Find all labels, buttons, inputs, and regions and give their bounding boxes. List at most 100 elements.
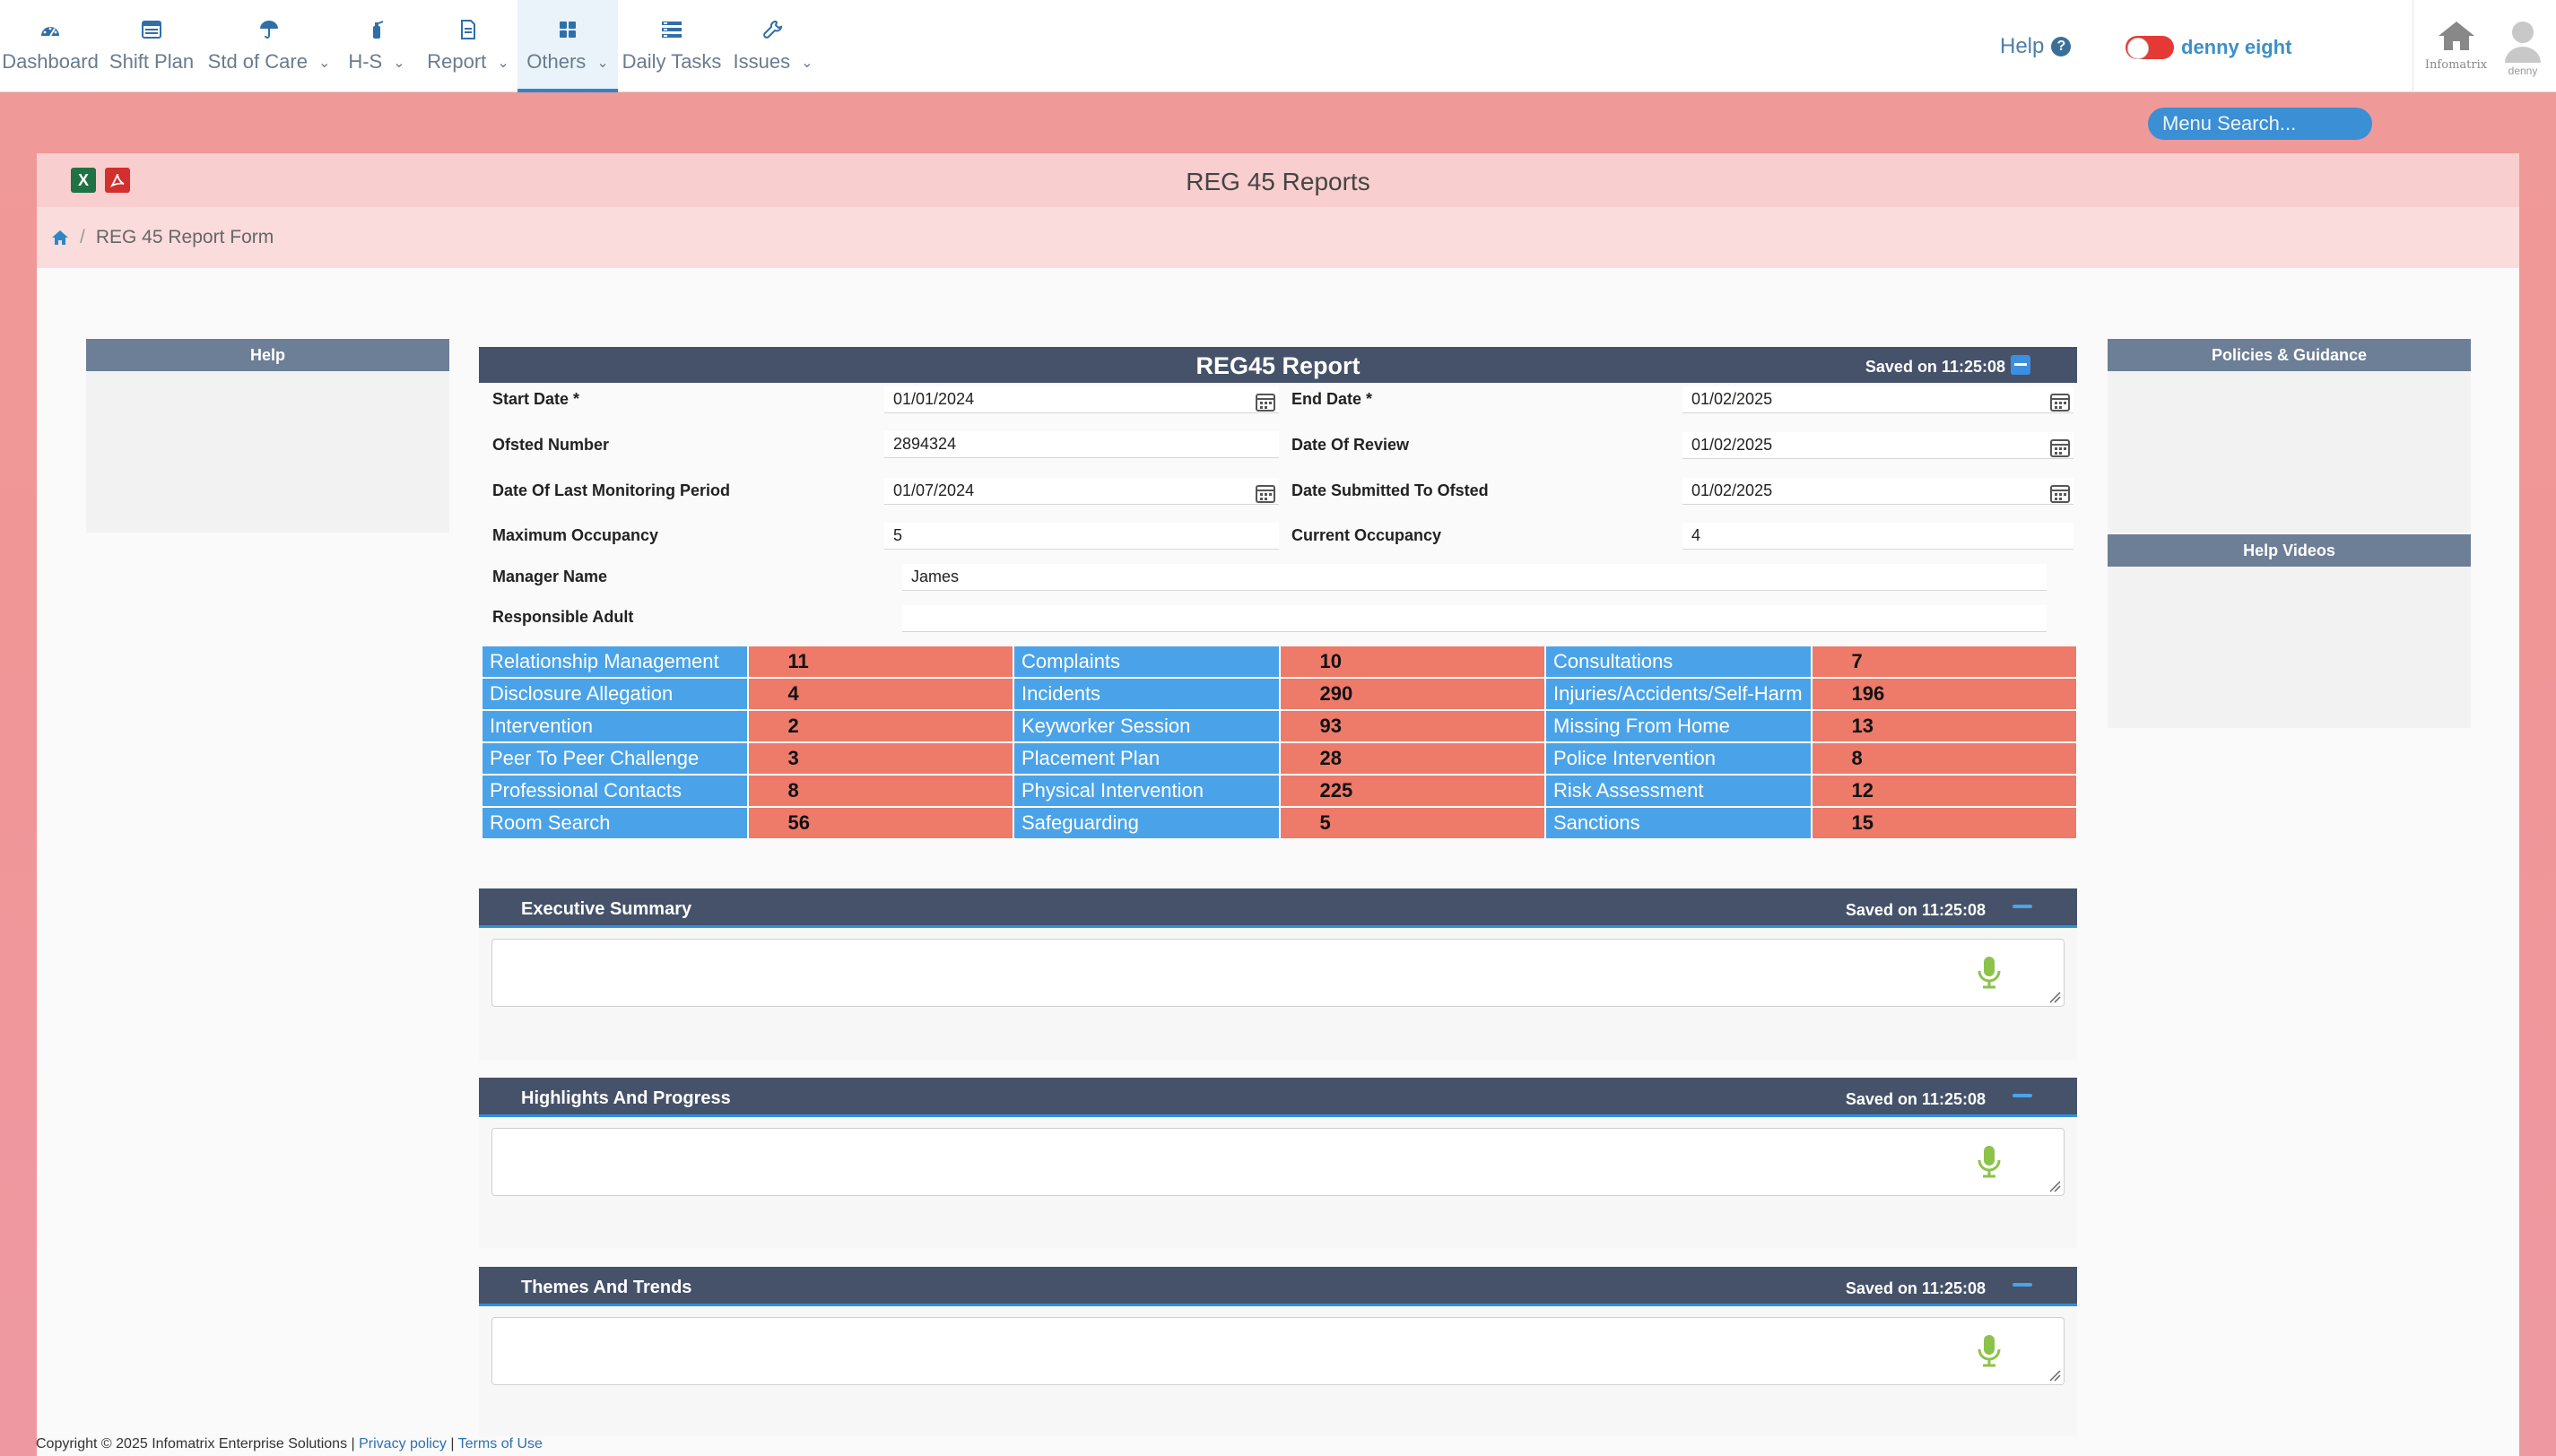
calendar-icon[interactable] bbox=[1256, 392, 1275, 412]
stat-value: 93 bbox=[1279, 710, 1545, 742]
submitted-to-ofsted-label: Date Submitted To Ofsted bbox=[1291, 481, 1489, 499]
menu-search-input[interactable] bbox=[2162, 112, 2421, 135]
user-status-toggle[interactable] bbox=[2126, 36, 2174, 59]
excel-export-icon[interactable]: X bbox=[71, 168, 96, 193]
stat-label: Intervention bbox=[482, 710, 748, 742]
microphone-icon[interactable] bbox=[1978, 956, 2001, 990]
nav-std-of-care[interactable]: Std of Care ⌄ bbox=[208, 0, 330, 92]
microphone-icon[interactable] bbox=[1978, 1334, 2001, 1368]
start-date-value: 01/01/2024 bbox=[893, 390, 975, 408]
stat-label: Police Intervention bbox=[1545, 742, 1812, 775]
saved-status: Saved on 11:25:08 bbox=[1845, 1279, 1986, 1297]
help-link[interactable]: Help ? bbox=[2000, 34, 2072, 59]
nav-dashboard[interactable]: Dashboard bbox=[2, 0, 99, 92]
themes-trends-textarea[interactable] bbox=[492, 1318, 2064, 1384]
executive-summary-textarea[interactable] bbox=[492, 940, 2064, 1006]
collapse-button[interactable] bbox=[2013, 1283, 2032, 1287]
stat-label: Peer To Peer Challenge bbox=[482, 742, 748, 775]
brand-label: Infomatrix bbox=[2424, 58, 2488, 72]
tasks-list-icon bbox=[661, 18, 682, 41]
themes-trends-header: Themes And Trends Saved on 11:25:08 bbox=[479, 1267, 2077, 1306]
nav-daily-tasks[interactable]: Daily Tasks bbox=[622, 0, 721, 92]
stat-label: Sanctions bbox=[1545, 807, 1812, 839]
date-of-review-value: 01/02/2025 bbox=[1691, 436, 1773, 454]
stat-label: Keyworker Session bbox=[1013, 710, 1280, 742]
infomatrix-home-link[interactable]: Infomatrix bbox=[2413, 0, 2499, 92]
start-date-label: Start Date * bbox=[492, 390, 580, 408]
stat-value: 28 bbox=[1279, 742, 1545, 775]
calendar-icon[interactable] bbox=[2050, 392, 2070, 412]
stat-value: 15 bbox=[1811, 807, 2077, 839]
current-occupancy-field[interactable]: 4 bbox=[1682, 523, 2073, 550]
nav-std-of-care-label: Std of Care bbox=[207, 50, 308, 73]
manager-name-field[interactable]: James bbox=[902, 564, 2047, 591]
stat-value: 290 bbox=[1279, 678, 1545, 710]
responsible-adult-field[interactable] bbox=[902, 605, 2047, 632]
user-name[interactable]: denny eight bbox=[2181, 36, 2292, 58]
current-occupancy-label: Current Occupancy bbox=[1291, 526, 1442, 544]
highlights-progress-body bbox=[479, 1117, 2077, 1248]
calendar-icon[interactable] bbox=[2050, 483, 2070, 503]
calendar-icon[interactable] bbox=[1256, 483, 1275, 503]
last-monitoring-value: 01/07/2024 bbox=[893, 481, 975, 499]
manager-name-label: Manager Name bbox=[492, 568, 608, 585]
collapse-button[interactable] bbox=[2013, 1094, 2032, 1097]
stat-label: Missing From Home bbox=[1545, 710, 1812, 742]
terms-of-use-link[interactable]: Terms of Use bbox=[457, 1436, 543, 1452]
collapse-button[interactable] bbox=[2013, 905, 2032, 908]
stat-value: 225 bbox=[1279, 775, 1545, 807]
resize-grip-icon[interactable] bbox=[2048, 1180, 2061, 1192]
nav-report[interactable]: Report ⌄ bbox=[423, 0, 513, 92]
stat-value: 7 bbox=[1811, 646, 2077, 678]
ofsted-number-field[interactable]: 2894324 bbox=[884, 431, 1279, 458]
chevron-down-icon: ⌄ bbox=[393, 56, 405, 71]
microphone-icon[interactable] bbox=[1978, 1145, 2001, 1179]
nav-issues[interactable]: Issues ⌄ bbox=[730, 0, 816, 92]
start-date-field[interactable]: 01/01/2024 bbox=[884, 386, 1279, 413]
card-header: X REG 45 Reports bbox=[37, 153, 2519, 207]
stat-label: Disclosure Allegation bbox=[482, 678, 748, 710]
stat-label: Incidents bbox=[1013, 678, 1280, 710]
stat-value: 8 bbox=[747, 775, 1013, 807]
resize-grip-icon[interactable] bbox=[2048, 991, 2061, 1003]
max-occupancy-field[interactable]: 5 bbox=[884, 523, 1279, 550]
footer: Copyright © 2025 Infomatrix Enterprise S… bbox=[36, 1436, 543, 1452]
end-date-field[interactable]: 01/02/2025 bbox=[1682, 386, 2073, 413]
collapse-button[interactable] bbox=[2011, 355, 2030, 375]
avatar[interactable]: denny bbox=[2502, 20, 2543, 77]
stat-label: Injuries/Accidents/Self-Harm bbox=[1545, 678, 1812, 710]
stat-label: Placement Plan bbox=[1013, 742, 1280, 775]
home-icon[interactable] bbox=[51, 230, 69, 246]
last-monitoring-field[interactable]: 01/07/2024 bbox=[884, 478, 1279, 505]
resize-grip-icon[interactable] bbox=[2048, 1369, 2061, 1382]
nav-others[interactable]: Others ⌄ bbox=[517, 0, 618, 92]
chevron-down-icon: ⌄ bbox=[317, 56, 331, 71]
highlights-progress-textarea[interactable] bbox=[492, 1129, 2064, 1195]
stat-label: Risk Assessment bbox=[1545, 775, 1812, 807]
stat-value: 56 bbox=[747, 807, 1013, 839]
wrench-icon bbox=[763, 18, 783, 41]
date-of-review-label: Date Of Review bbox=[1291, 436, 1410, 454]
calendar-icon[interactable] bbox=[2050, 438, 2070, 457]
privacy-policy-link[interactable]: Privacy policy bbox=[359, 1436, 447, 1452]
submitted-to-ofsted-value: 01/02/2025 bbox=[1691, 481, 1773, 499]
help-sidebar-body bbox=[86, 371, 449, 533]
stat-label: Complaints bbox=[1013, 646, 1280, 678]
themes-trends-textarea-box bbox=[491, 1317, 2065, 1385]
date-of-review-field[interactable]: 01/02/2025 bbox=[1682, 432, 2073, 459]
stat-value: 2 bbox=[747, 710, 1013, 742]
nav-h-s[interactable]: H-S ⌄ bbox=[344, 0, 409, 92]
stat-value: 10 bbox=[1279, 646, 1545, 678]
reg45-report-header: REG45 Report Saved on 11:25:08 bbox=[479, 347, 2077, 386]
breadcrumb-separator: / bbox=[80, 227, 85, 247]
footer-separator: | bbox=[450, 1436, 455, 1452]
pdf-export-icon[interactable] bbox=[105, 168, 130, 193]
submitted-to-ofsted-field[interactable]: 01/02/2025 bbox=[1682, 478, 2073, 505]
nav-h-s-label: H-S bbox=[348, 50, 383, 73]
question-circle-icon: ? bbox=[2051, 37, 2072, 56]
nav-shift-plan[interactable]: Shift Plan bbox=[109, 0, 194, 92]
saved-status: Saved on 11:25:08 bbox=[1865, 358, 2005, 376]
nav-issues-label: Issues bbox=[733, 50, 791, 73]
dashboard-gauge-icon bbox=[39, 18, 61, 41]
copyright-text: Copyright © 2025 Infomatrix Enterprise S… bbox=[36, 1436, 355, 1452]
